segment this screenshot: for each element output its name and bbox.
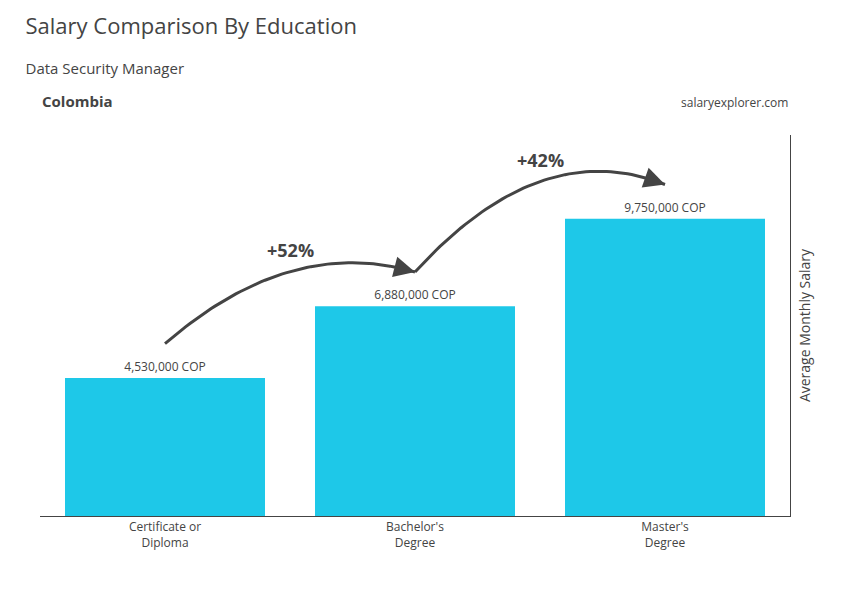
svg-text:Colombia: Colombia <box>42 91 113 111</box>
svg-text:6,880,000 COP: 6,880,000 COP <box>374 286 455 303</box>
svg-text:Data Security Manager: Data Security Manager <box>26 58 185 78</box>
svg-text:salaryexplorer.com: salaryexplorer.com <box>681 94 788 111</box>
svg-text:Master'sDegree: Master'sDegree <box>641 518 689 551</box>
svg-text:Bachelor'sDegree: Bachelor'sDegree <box>386 518 444 551</box>
svg-text:+52%: +52% <box>267 238 314 262</box>
svg-text:9,750,000 COP: 9,750,000 COP <box>624 199 705 216</box>
svg-text:+42%: +42% <box>517 148 564 172</box>
svg-text:Certificate orDiploma: Certificate orDiploma <box>129 518 201 551</box>
svg-text:4,530,000 COP: 4,530,000 COP <box>124 358 205 375</box>
svg-text:Average Monthly Salary: Average Monthly Salary <box>795 248 814 402</box>
svg-text:Salary Comparison By Education: Salary Comparison By Education <box>26 10 357 40</box>
